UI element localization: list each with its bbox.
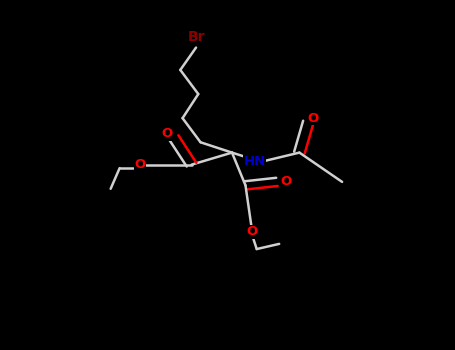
- Text: O: O: [134, 158, 146, 171]
- Text: O: O: [161, 127, 172, 140]
- Text: HN: HN: [243, 155, 266, 168]
- Text: O: O: [280, 175, 292, 188]
- Text: O: O: [247, 225, 258, 238]
- Text: Br: Br: [187, 30, 205, 44]
- Text: O: O: [307, 112, 318, 125]
